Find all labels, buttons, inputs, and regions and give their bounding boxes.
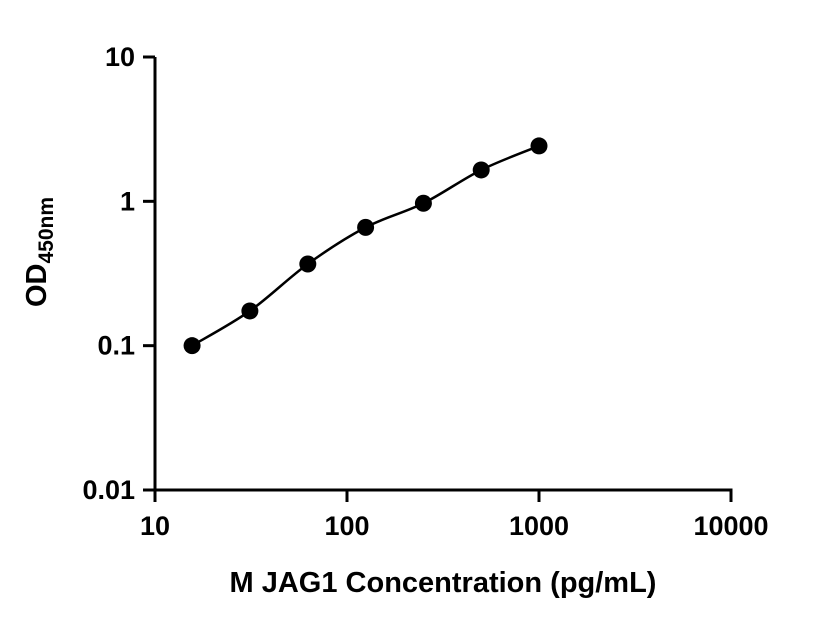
x-tick-label: 1000 [509, 511, 569, 541]
y-axis-title-main: OD [21, 264, 53, 308]
data-point-marker [241, 302, 259, 320]
x-tick-label: 10 [140, 511, 170, 541]
x-axis-title: M JAG1 Concentration (pg/mL) [230, 567, 657, 599]
data-point-marker [299, 255, 317, 273]
y-tick-label: 10 [105, 42, 135, 72]
y-tick-label: 0.01 [82, 475, 135, 505]
data-point-marker [183, 337, 201, 355]
y-tick-label: 0.1 [97, 331, 135, 361]
data-point-marker [472, 161, 490, 179]
x-tick-label: 100 [324, 511, 369, 541]
plot-area: 10 100 1000 10000 10 1 0.1 0.01 [82, 42, 768, 541]
y-tick-label: 1 [120, 186, 135, 216]
data-point-marker [414, 194, 432, 212]
data-point-marker [530, 137, 548, 155]
x-tick-label: 10000 [693, 511, 768, 541]
data-point-marker [357, 218, 375, 236]
y-axis-title: OD450nm [21, 197, 58, 307]
y-axis-title-subscript: 450nm [35, 197, 58, 264]
